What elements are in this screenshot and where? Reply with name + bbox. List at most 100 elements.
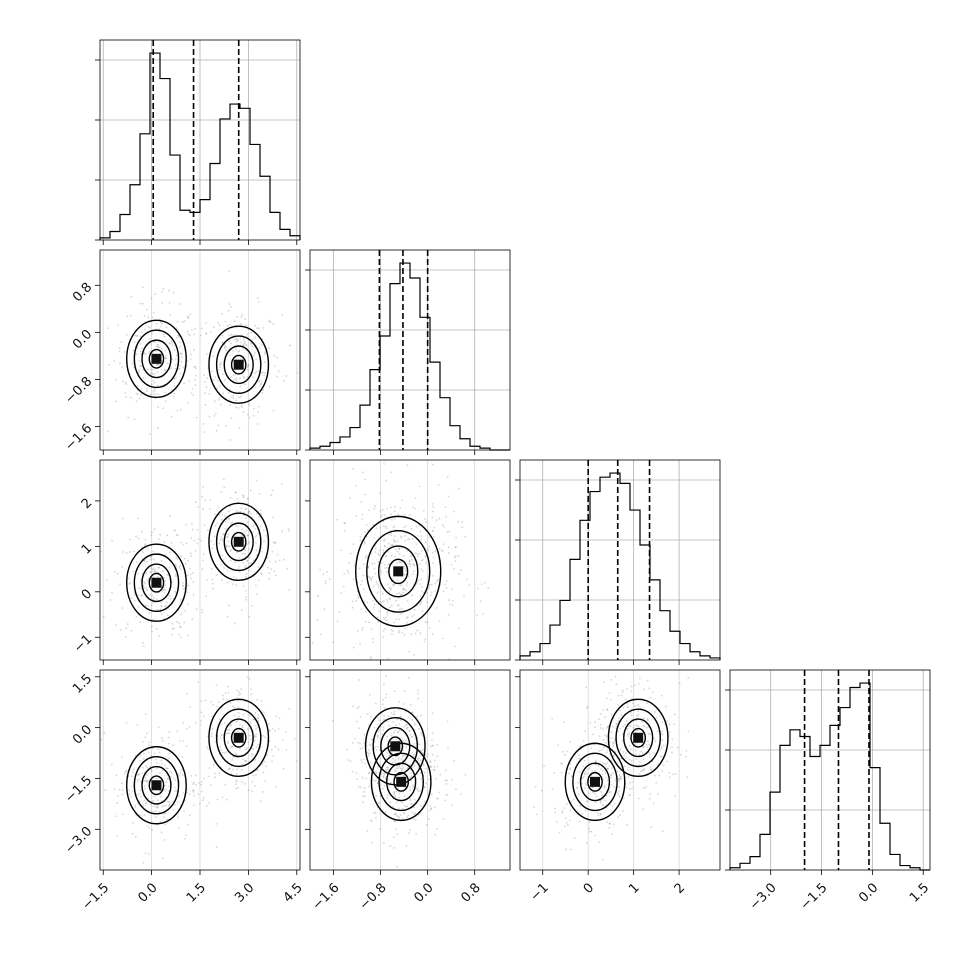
scatter-point xyxy=(158,811,161,813)
scatter-point xyxy=(115,623,117,626)
scatter-point xyxy=(398,729,401,732)
scatter-point xyxy=(450,804,453,807)
scatter-point xyxy=(201,799,204,802)
scatter-point xyxy=(151,383,153,386)
scatter-point xyxy=(174,367,177,370)
scatter-point xyxy=(232,374,235,376)
scatter-point xyxy=(610,737,613,740)
scatter-point xyxy=(150,558,152,561)
scatter-point xyxy=(178,566,181,569)
scatter-point xyxy=(239,396,241,399)
scatter-point xyxy=(179,568,182,570)
scatter-point xyxy=(206,579,209,581)
scatter-point xyxy=(168,342,171,345)
scatter-point xyxy=(370,820,373,823)
scatter-point xyxy=(385,555,388,558)
scatter-point xyxy=(363,787,366,789)
scatter-point xyxy=(384,554,387,557)
scatter-point xyxy=(152,618,155,621)
scatter-point xyxy=(224,692,227,695)
scatter-point xyxy=(274,729,276,732)
scatter-point xyxy=(248,562,251,565)
scatter-point xyxy=(133,341,136,343)
scatter-point xyxy=(605,726,608,729)
scatter-point xyxy=(648,687,651,690)
scatter-point xyxy=(362,574,365,577)
scatter-point xyxy=(678,682,681,685)
scatter-point xyxy=(259,525,262,528)
scatter-point xyxy=(143,328,146,331)
scatter-point xyxy=(406,464,409,467)
scatter-point xyxy=(600,749,603,751)
scatter-point xyxy=(408,538,411,540)
scatter-point xyxy=(194,384,197,387)
y-tick-label: 0 xyxy=(79,587,95,603)
scatter-point xyxy=(144,543,147,546)
scatter-point xyxy=(165,326,168,329)
scatter-point xyxy=(219,538,222,541)
scatter-point xyxy=(169,770,172,773)
scatter-point xyxy=(147,744,150,747)
scatter-point xyxy=(100,738,103,741)
scatter-point xyxy=(639,761,641,764)
scatter-point xyxy=(635,715,638,717)
scatter-point xyxy=(257,716,259,719)
scatter-point xyxy=(158,346,161,349)
scatter-point xyxy=(144,787,146,790)
scatter-point xyxy=(274,746,277,748)
scatter-point xyxy=(140,594,142,597)
scatter-point xyxy=(204,392,207,394)
scatter-point xyxy=(137,594,140,597)
scatter-point xyxy=(383,784,386,787)
scatter-point xyxy=(235,584,238,586)
scatter-point xyxy=(160,559,163,562)
scatter-point xyxy=(385,674,387,677)
scatter-point xyxy=(378,554,381,557)
scatter-point xyxy=(247,512,250,514)
scatter-point xyxy=(236,768,239,770)
scatter-point xyxy=(599,812,602,815)
scatter-point xyxy=(366,601,369,604)
scatter-point xyxy=(207,775,210,778)
contours xyxy=(126,502,270,622)
scatter-point xyxy=(551,717,554,720)
scatter-point xyxy=(235,524,237,527)
y-tick-label: −1 xyxy=(71,632,95,656)
scatter-point xyxy=(432,556,435,559)
scatter-point xyxy=(453,760,456,762)
scatter-point xyxy=(155,758,157,761)
scatter-point xyxy=(403,725,405,728)
scatter-point xyxy=(193,804,196,807)
scatter-point xyxy=(244,318,246,321)
scatter-point xyxy=(614,675,617,678)
scatter-point xyxy=(186,401,189,404)
scatter-point xyxy=(416,629,419,632)
scatter-point xyxy=(144,604,147,607)
scatter-point xyxy=(365,554,368,557)
axes-frame xyxy=(519,459,721,661)
scatter-point xyxy=(389,845,392,847)
scatter-point xyxy=(409,788,412,791)
scatter-point xyxy=(251,747,254,750)
scatter-point xyxy=(239,723,241,726)
scatter-point xyxy=(128,577,130,580)
contours xyxy=(364,707,432,822)
contour-level-1 xyxy=(572,752,618,812)
scatter-point xyxy=(166,818,169,821)
scatter-point xyxy=(190,537,192,539)
scatter-point xyxy=(578,771,581,774)
scatter-point xyxy=(261,391,264,394)
scatter-point xyxy=(256,769,259,772)
scatter-point xyxy=(374,811,377,814)
scatter-point xyxy=(406,621,409,624)
scatter-point xyxy=(401,801,403,804)
scatter-point xyxy=(584,773,587,776)
scatter-point xyxy=(163,589,165,592)
y-tick-label: −3.0 xyxy=(62,824,95,857)
scatter-point xyxy=(187,634,189,637)
scatter-point xyxy=(245,760,248,763)
scatter-point xyxy=(138,370,141,373)
scatter-point xyxy=(241,726,244,729)
scatter-point xyxy=(360,583,362,586)
scatter-point xyxy=(361,747,364,749)
